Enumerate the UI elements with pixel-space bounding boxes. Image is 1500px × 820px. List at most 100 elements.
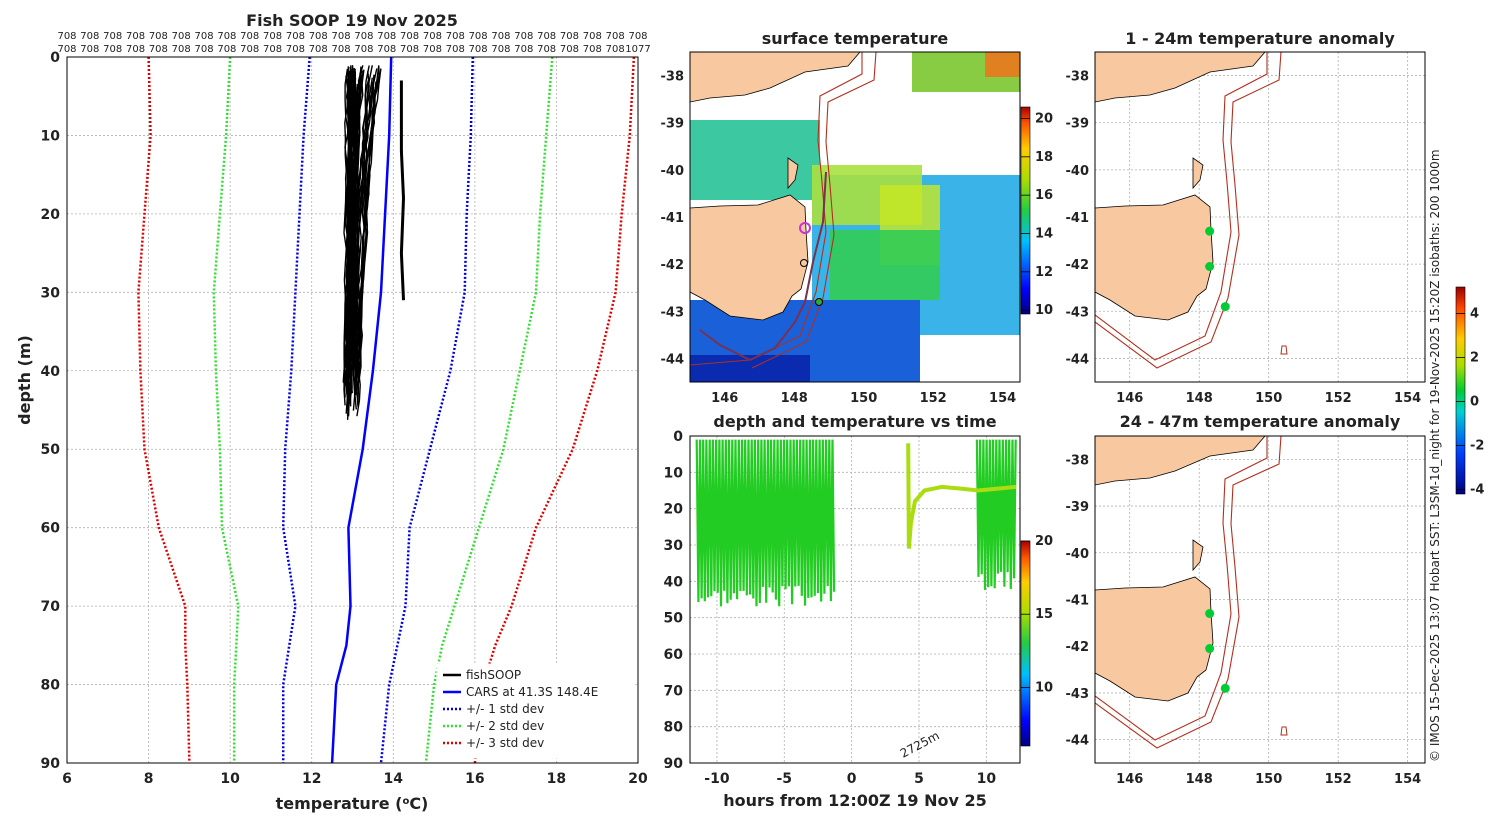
time-x-tick-label: 5 — [914, 771, 924, 787]
time-y-tick-label: 40 — [664, 574, 684, 590]
legend-sd1-label: +/- 1 std dev — [466, 702, 544, 716]
count-label: 708 — [149, 44, 168, 55]
count-label: 708 — [263, 44, 282, 55]
legend-cars-label: CARS at 41.3S 148.4E — [466, 685, 598, 699]
anomaly-top-isobath-200 — [1095, 52, 1282, 369]
count-label: 708 — [377, 31, 396, 42]
profile-x-tick-label: 12 — [302, 771, 321, 787]
count-label: 708 — [400, 31, 419, 42]
sst-x-ticks: 146 148 150 152 154 — [711, 391, 1016, 406]
time-y-tick-label: 90 — [664, 756, 684, 772]
count-label: 708 — [469, 44, 488, 55]
map-x-tick-label: 152 — [1325, 772, 1352, 787]
anomaly-bottom-frame — [1094, 435, 1426, 764]
profile-axes-frame — [66, 56, 639, 764]
count-label: 708 — [172, 44, 191, 55]
count-label: 708 — [194, 44, 213, 55]
anomaly-top-y-ticks: -38 -39 -40 -41 -42 -43 -44 — [1066, 70, 1090, 368]
count-label: 708 — [606, 44, 625, 55]
profile-ylabel: depth (m) — [15, 335, 34, 425]
anomaly-bottom-panel: 24 - 47m temperature anomaly 146 148 150 15… — [1066, 412, 1426, 787]
profile-panel: Fish SOOP 19 Nov 2025 708 708 708 708 708 708… — [15, 11, 651, 813]
map-y-tick-label: -43 — [1066, 687, 1090, 702]
count-label: 708 — [126, 31, 145, 42]
count-label: 708 — [446, 31, 465, 42]
fish-profile-line — [358, 68, 382, 383]
map-y-tick-label: -38 — [661, 70, 685, 85]
count-label: 708 — [400, 44, 419, 55]
map-y-tick-label: -40 — [1066, 164, 1090, 179]
anomaly-bottom-grid — [1095, 436, 1425, 763]
profile-y-tick-label: 20 — [41, 207, 61, 223]
sd2-plus-line — [424, 57, 554, 763]
count-label: 708 — [217, 31, 236, 42]
map-x-tick-label: 154 — [1394, 391, 1421, 406]
fish-profile-line — [354, 80, 369, 363]
profile-y-tick-label: 60 — [41, 521, 61, 537]
profile-y-tick-label: 50 — [41, 442, 61, 458]
sst-colorbar-ticks: 20 18 16 14 12 10 — [1021, 112, 1053, 318]
anomaly-bottom-point — [1205, 609, 1215, 619]
sst-field-green — [830, 230, 940, 300]
colorbar-tick-label: 12 — [1035, 265, 1053, 280]
sst-panel: surface temperature 146 148 150 152 154 -38-… — [661, 29, 1054, 406]
count-label: 708 — [286, 31, 305, 42]
anomaly-bottom-y-ticks: -38 -39 -40 -41 -42 -43 -44 — [1066, 453, 1090, 748]
profile-y-tick-label: 30 — [41, 285, 61, 301]
sst-flinders-island — [787, 157, 799, 190]
sst-y-ticks: -38 -39 -40 -41 -42 -43 -44 — [661, 70, 685, 368]
time-y-tick-label: 20 — [664, 502, 684, 518]
profile-y-tick-label: 10 — [41, 128, 61, 144]
time-x-tick-label: -5 — [777, 771, 793, 787]
count-label: 708 — [537, 31, 556, 42]
count-label: 708 — [217, 44, 236, 55]
anomaly-top-points — [1205, 226, 1230, 312]
count-label: 708 — [423, 44, 442, 55]
sst-field-north-warm — [985, 52, 1020, 77]
anomaly-bottom-seamount — [1280, 726, 1288, 736]
map-y-tick-label: -43 — [1066, 305, 1090, 320]
map-y-tick-label: -41 — [1066, 594, 1090, 609]
fish-single-profile-line — [399, 80, 406, 301]
count-label: 708 — [377, 44, 396, 55]
time-cast-line — [695, 439, 836, 607]
sst-map-area — [690, 52, 1020, 382]
map-y-tick-label: -43 — [661, 305, 685, 320]
time-y-tick-label: 70 — [664, 683, 684, 699]
count-label: 708 — [240, 31, 259, 42]
colorbar-tick-label: 18 — [1035, 150, 1053, 165]
profile-legend: fishSOOP CARS at 41.3S 148.4E +/- 1 std … — [436, 663, 636, 759]
anomaly-bottom-tasmania — [1095, 576, 1214, 702]
count-label: 708 — [57, 31, 76, 42]
time-colorbar — [1020, 540, 1031, 747]
count-label: 708 — [126, 44, 145, 55]
count-label: 1077 — [625, 44, 650, 55]
anomaly-top-frame — [1094, 51, 1426, 383]
count-row-1: 708 708 708 708 708 708 708 708 708 708 708 708 708 7… — [57, 31, 647, 42]
profile-title: Fish SOOP 19 Nov 2025 — [246, 11, 458, 30]
count-label: 708 — [103, 44, 122, 55]
count-label: 708 — [80, 31, 99, 42]
anomaly-bottom-flinders-island — [1192, 539, 1204, 572]
colorbar-tick-label: 15 — [1035, 607, 1053, 622]
anomaly-top-x-ticks: 146 148 150 152 154 — [1116, 391, 1421, 406]
map-x-tick-label: 150 — [1255, 772, 1282, 787]
anomaly-colorbar — [1455, 286, 1466, 495]
map-y-tick-label: -44 — [1066, 352, 1090, 367]
anomaly-top-tasmania — [1095, 194, 1214, 321]
time-grid — [690, 436, 1020, 763]
time-x-tick-label: -10 — [704, 771, 730, 787]
time-axes-frame — [689, 435, 1021, 764]
sst-ship-track — [699, 171, 827, 362]
fish-profile-line — [347, 70, 357, 354]
fish-profile-line — [352, 73, 359, 357]
count-label: 708 — [332, 44, 351, 55]
profile-xlabel: temperature (oC) — [276, 794, 429, 813]
legend-sd3-label: +/- 3 std dev — [466, 736, 544, 750]
anomaly-bottom-x-ticks: 146 148 150 152 154 — [1116, 772, 1421, 787]
profile-y-tick-label: 90 — [41, 756, 61, 772]
sst-field-teal — [690, 120, 820, 200]
sst-mainland — [690, 52, 861, 103]
count-label: 708 — [309, 44, 328, 55]
